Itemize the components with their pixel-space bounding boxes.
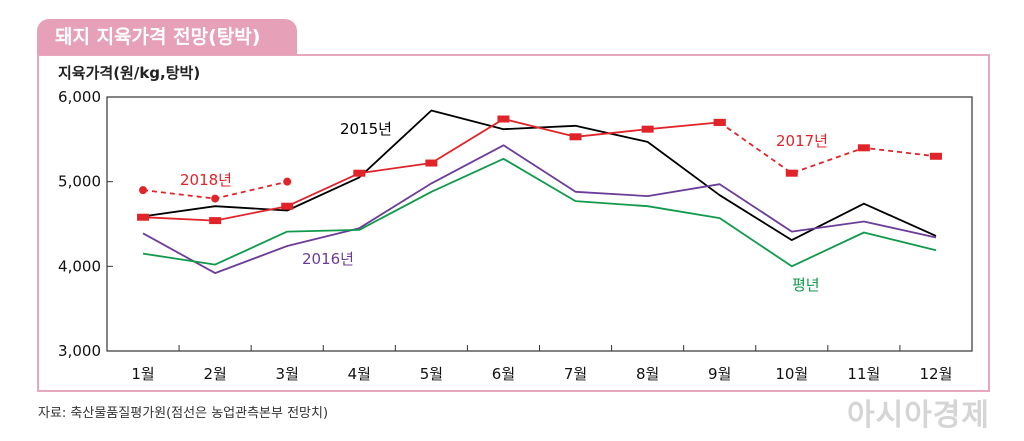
series-point <box>425 159 438 167</box>
series-line-4 <box>719 121 937 175</box>
y-tick-label: 5,000 <box>58 173 101 191</box>
series-point <box>283 177 292 186</box>
y-tick-label: 6,000 <box>58 88 101 106</box>
series-point <box>137 213 150 221</box>
series-line-1 <box>142 144 937 274</box>
x-tick-label: 11월 <box>847 365 880 383</box>
series-point <box>929 152 942 160</box>
x-tick-label: 9월 <box>708 365 731 383</box>
x-tick-label: 2월 <box>203 365 226 383</box>
x-tick-label: 8월 <box>636 365 659 383</box>
chart-title: 돼지 지육가격 전망(탕박) <box>37 19 297 55</box>
x-tick-label: 1월 <box>131 365 154 383</box>
series-point <box>281 202 294 210</box>
y-tick-label: 3,000 <box>58 342 101 360</box>
series-point <box>569 133 582 141</box>
series-point <box>211 194 220 203</box>
series-point <box>713 118 726 126</box>
x-tick-label: 7월 <box>564 365 587 383</box>
chart-frame <box>37 54 990 392</box>
label-2015: 2015년 <box>340 120 392 138</box>
label-2016: 2016년 <box>302 250 354 268</box>
series-point <box>497 115 510 123</box>
label-2018: 2018년 <box>180 171 232 189</box>
y-tick-label: 4,000 <box>58 257 101 275</box>
x-tick-label: 12월 <box>920 365 953 383</box>
x-tick-label: 6월 <box>492 365 515 383</box>
series-line-2 <box>142 157 937 268</box>
label-average: 평년 <box>792 276 820 294</box>
series-annotations: 2015년 2016년 평년 2017년 2018년 <box>180 120 828 294</box>
series-lines <box>137 109 942 274</box>
series-point <box>857 144 870 152</box>
source-note: 자료: 축산물품질평가원(점선은 농업관측본부 전망치) <box>38 406 329 421</box>
series-line-0 <box>142 109 937 241</box>
x-tick-label: 4월 <box>348 365 371 383</box>
series-point <box>785 169 798 177</box>
x-tick-label: 3월 <box>276 365 299 383</box>
watermark-logo: 아시아경제 <box>847 398 990 433</box>
series-point <box>209 217 222 225</box>
x-tick-label: 5월 <box>420 365 443 383</box>
series-point <box>641 125 654 133</box>
y-axis: 3,000 4,000 5,000 6,000 <box>58 88 113 360</box>
x-tick-label: 10월 <box>775 365 808 383</box>
label-2017: 2017년 <box>776 132 828 150</box>
series-point <box>139 186 148 195</box>
x-axis: 1월 2월 3월 4월 5월 6월 7월 8월 9월 10월 11월 12월 <box>131 345 952 383</box>
series-point <box>353 169 366 177</box>
y-axis-label: 지육가격(원/kg,탕박) <box>58 64 201 82</box>
